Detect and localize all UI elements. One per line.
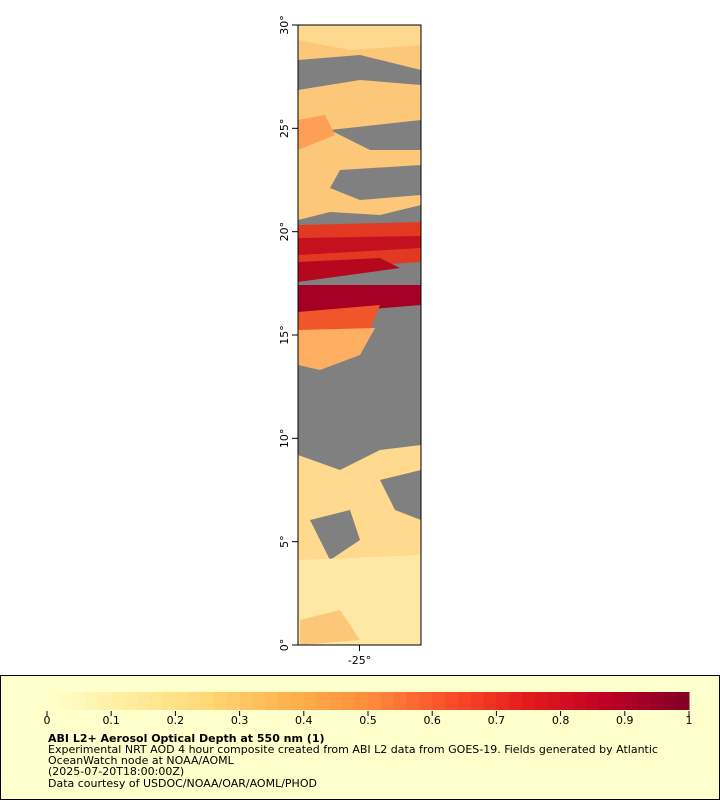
colorbar-segment [111, 692, 125, 710]
colorbar-tick-label: 0.4 [295, 714, 313, 727]
colorbar-segment [560, 692, 574, 710]
y-tick-label: 5° [278, 535, 291, 548]
colorbar-tick-label: 1 [686, 714, 693, 727]
legend-line: (2025-07-20T18:00:00Z) [48, 765, 184, 778]
colorbar-segment [483, 692, 497, 710]
colorbar-segment [252, 692, 266, 710]
x-tick-label: -25° [348, 654, 371, 667]
colorbar-segment [47, 692, 61, 710]
legend-title: ABI L2+ Aerosol Optical Depth at 550 nm … [48, 732, 325, 745]
colorbar-segment [149, 692, 164, 710]
colorbar-segment [457, 692, 472, 710]
colorbar: 0 0.1 0.2 0.3 0.4 0.5 0.6 0.7 0.8 0.9 1 [44, 692, 693, 727]
colorbar-segment [175, 692, 189, 710]
colorbar-segment [380, 692, 395, 710]
colorbar-segment [406, 692, 420, 710]
colorbar-segment [213, 692, 228, 710]
aod-raster [298, 25, 421, 645]
y-tick-label: 30° [278, 15, 291, 35]
colorbar-segment [329, 692, 343, 710]
colorbar-segment [59, 692, 74, 710]
colorbar-segment [445, 692, 459, 710]
colorbar-segment [355, 692, 369, 710]
colorbar-segment [124, 692, 138, 710]
legend-line: Experimental NRT AOD 4 hour composite cr… [48, 743, 658, 756]
colorbar-segment [534, 692, 549, 710]
colorbar-segment [573, 692, 587, 710]
colorbar-tick-label: 0.8 [552, 714, 570, 727]
colorbar-segment [136, 692, 151, 710]
colorbar-tick-label: 0.7 [488, 714, 506, 727]
colorbar-segment [419, 692, 433, 710]
colorbar-segment [85, 692, 99, 710]
colorbar-segment [201, 692, 215, 710]
colorbar-segment [98, 692, 112, 710]
colorbar-tick-label: 0 [44, 714, 51, 727]
colorbar-segment [611, 692, 626, 710]
colorbar-segment [265, 692, 279, 710]
colorbar-segment [188, 692, 202, 710]
colorbar-tick-label: 0.2 [167, 714, 185, 727]
colorbar-segment [676, 692, 690, 710]
colorbar-segment [239, 692, 253, 710]
colorbar-segment [162, 692, 176, 710]
y-tick-label: 15° [278, 325, 291, 345]
colorbar-segment [599, 692, 613, 710]
colorbar-tick-label: 0.9 [616, 714, 634, 727]
colorbar-segment [496, 692, 510, 710]
colorbar-segment [470, 692, 485, 710]
colorbar-segment [368, 692, 382, 710]
colorbar-segment [290, 692, 305, 710]
colorbar-tick-label: 0.5 [359, 714, 377, 727]
y-tick-label: 25° [278, 119, 291, 139]
legend-line: Data courtesy of USDOC/NOAA/OAR/AOML/PHO… [48, 777, 317, 790]
y-tick-label: 20° [278, 222, 291, 242]
y-tick-label: 0° [278, 639, 291, 652]
colorbar-segment [393, 692, 408, 710]
legend-line: OceanWatch node at NOAA/AOML [48, 754, 235, 767]
colorbar-tick-label: 0.3 [231, 714, 249, 727]
colorbar-segment [72, 692, 87, 710]
colorbar-tick-label: 0.1 [102, 714, 120, 727]
colorbar-segment [522, 692, 536, 710]
colorbar-tick-label: 0.6 [423, 714, 441, 727]
colorbar-segment [586, 692, 600, 710]
colorbar-segment [637, 692, 651, 710]
colorbar-segment [663, 692, 677, 710]
colorbar-segment [547, 692, 562, 710]
colorbar-segment [432, 692, 446, 710]
colorbar-segment [226, 692, 241, 710]
colorbar-segment [650, 692, 664, 710]
colorbar-segment [316, 692, 330, 710]
colorbar-segment [624, 692, 639, 710]
colorbar-segment [509, 692, 523, 710]
colorbar-segment [342, 692, 356, 710]
colorbar-segment [303, 692, 318, 710]
y-tick-label: 10° [278, 429, 291, 449]
colorbar-segment [278, 692, 292, 710]
